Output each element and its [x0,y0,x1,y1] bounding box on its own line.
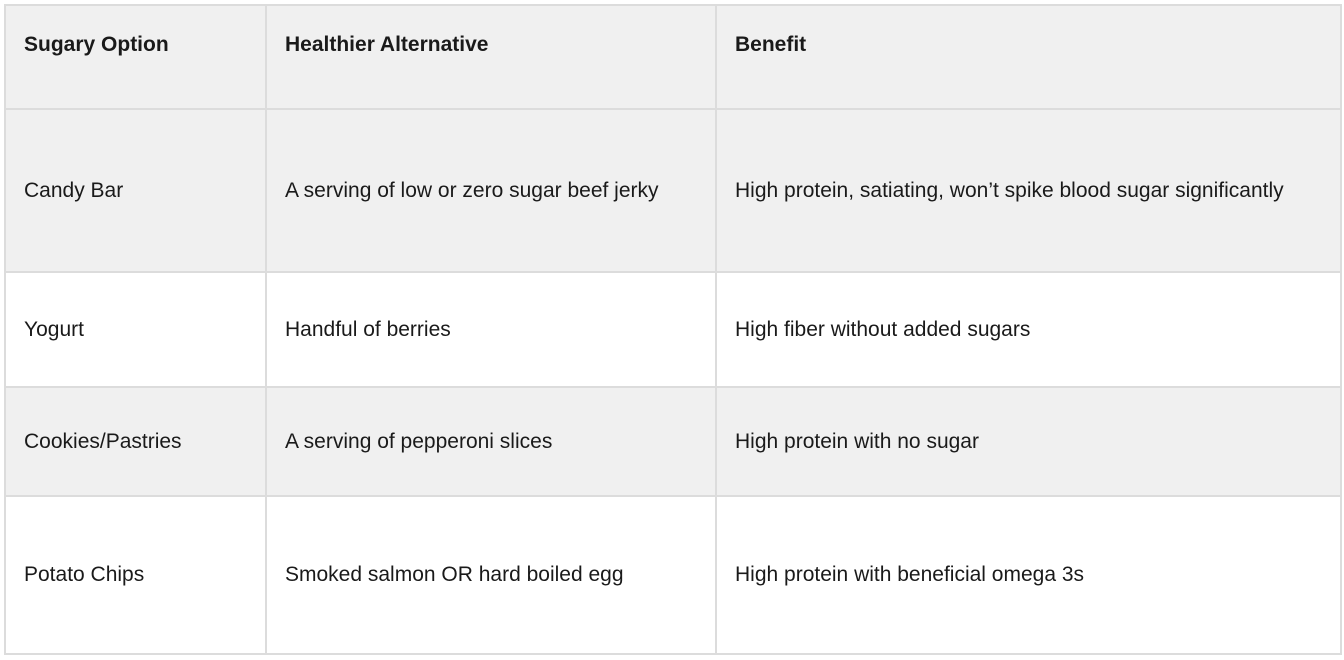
cell-healthier-alternative: A serving of pepperoni slices [265,386,717,497]
cell-sugary-option: Potato Chips [4,495,267,655]
table-header: Sugary Option Healthier Alternative Bene… [4,4,1342,110]
header-row: Sugary Option Healthier Alternative Bene… [4,4,1342,110]
cell-benefit: High protein with no sugar [715,386,1342,497]
cell-sugary-option: Yogurt [4,271,267,388]
cell-healthier-alternative: Smoked salmon OR hard boiled egg [265,495,717,655]
cell-sugary-option: Candy Bar [4,108,267,273]
table-body: Candy Bar A serving of low or zero sugar… [4,108,1342,655]
sugar-swap-table: Sugary Option Healthier Alternative Bene… [4,4,1342,655]
table-row: Cookies/Pastries A serving of pepperoni … [4,386,1342,497]
cell-healthier-alternative: A serving of low or zero sugar beef jerk… [265,108,717,273]
cell-benefit: High protein, satiating, won’t spike blo… [715,108,1342,273]
table-row: Candy Bar A serving of low or zero sugar… [4,108,1342,273]
header-cell-sugary-option: Sugary Option [4,4,267,110]
cell-benefit: High fiber without added sugars [715,271,1342,388]
cell-benefit: High protein with beneficial omega 3s [715,495,1342,655]
table-row: Potato Chips Smoked salmon OR hard boile… [4,495,1342,655]
header-cell-healthier-alternative: Healthier Alternative [265,4,717,110]
header-cell-benefit: Benefit [715,4,1342,110]
cell-healthier-alternative: Handful of berries [265,271,717,388]
cell-sugary-option: Cookies/Pastries [4,386,267,497]
table-row: Yogurt Handful of berries High fiber wit… [4,271,1342,388]
